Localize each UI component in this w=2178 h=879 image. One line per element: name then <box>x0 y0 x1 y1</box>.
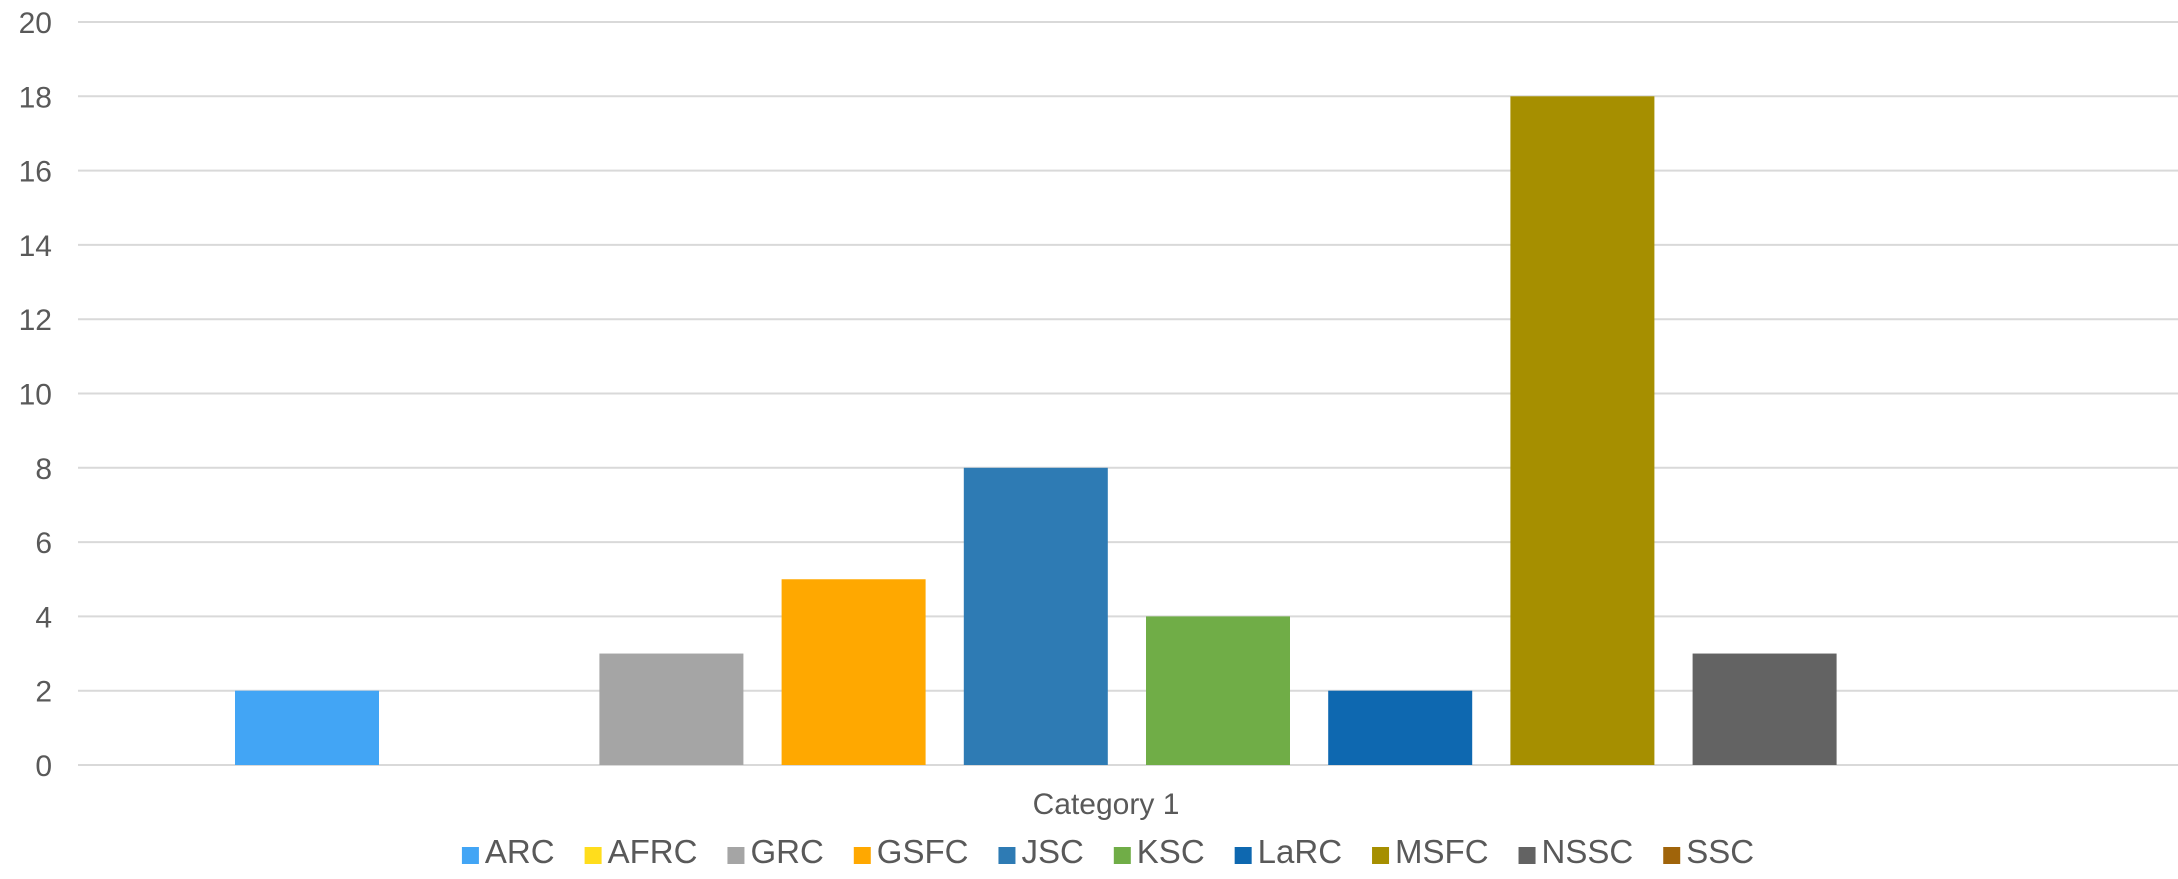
legend-label: KSC <box>1137 833 1205 870</box>
legend-swatch <box>1113 847 1131 864</box>
legend-item-arc: ARC <box>461 833 555 870</box>
legend-swatch <box>1372 847 1390 864</box>
y-tick-label: 8 <box>35 453 52 486</box>
legend-item-grc: GRC <box>727 833 824 870</box>
y-tick-label: 10 <box>19 379 52 412</box>
legend-label: JSC <box>1021 833 1083 870</box>
legend-swatch <box>853 847 871 864</box>
legend-label: SSC <box>1686 833 1754 870</box>
legend-swatch <box>1518 847 1536 864</box>
y-tick-label: 4 <box>35 601 52 634</box>
y-axis-tick-labels: 0 2 4 6 8 10 12 14 16 18 20 <box>19 7 52 783</box>
y-tick-label: 6 <box>35 527 52 560</box>
legend-label: NSSC <box>1542 833 1634 870</box>
legend-item-msfc: MSFC <box>1372 833 1489 870</box>
legend-swatch <box>1234 847 1252 864</box>
legend-item-nssc: NSSC <box>1518 833 1634 870</box>
bar-jsc <box>963 467 1108 765</box>
y-tick-label: 12 <box>19 304 52 337</box>
legend-label: MSFC <box>1395 833 1489 870</box>
legend-label: ARC <box>485 833 555 870</box>
bar-larc <box>1328 690 1473 765</box>
legend-item-jsc: JSC <box>998 833 1084 870</box>
y-tick-label: 20 <box>19 7 52 40</box>
legend-swatch <box>584 847 602 864</box>
y-tick-label: 2 <box>35 676 52 709</box>
legend-swatch <box>727 847 745 864</box>
legend-label: GRC <box>750 833 823 870</box>
legend-swatch <box>461 847 479 864</box>
legend-label: AFRC <box>608 833 698 870</box>
gridlines <box>78 21 2178 766</box>
y-tick-label: 0 <box>35 750 52 783</box>
legend-item-gsfc: GSFC <box>853 833 969 870</box>
legend-swatch <box>1663 847 1681 864</box>
legend-item-ssc: SSC <box>1663 833 1754 870</box>
bar-arc <box>235 690 379 765</box>
x-category-label: Category 1 <box>1033 788 1180 821</box>
legend-label: LaRC <box>1258 833 1342 870</box>
legend-label: GSFC <box>877 833 969 870</box>
legend-swatch <box>998 847 1016 864</box>
bar-msfc <box>1510 96 1655 766</box>
y-tick-label: 16 <box>19 156 52 189</box>
bars <box>235 96 1837 766</box>
legend-item-larc: LaRC <box>1234 833 1342 870</box>
x-axis-category-labels: Category 1 <box>1033 788 1180 821</box>
y-tick-label: 18 <box>19 81 52 114</box>
legend-item-ksc: KSC <box>1113 833 1205 870</box>
legend: ARC AFRC GRC GSFC JSC KSC LaRC MSFC NSSC SSC <box>461 833 1754 870</box>
bar-ksc <box>1146 616 1290 765</box>
legend-item-afrc: AFRC <box>584 833 698 870</box>
bar-grc <box>599 653 744 765</box>
bar-nssc <box>1692 653 1837 765</box>
y-tick-label: 14 <box>19 230 52 263</box>
bar-gsfc <box>781 579 926 765</box>
